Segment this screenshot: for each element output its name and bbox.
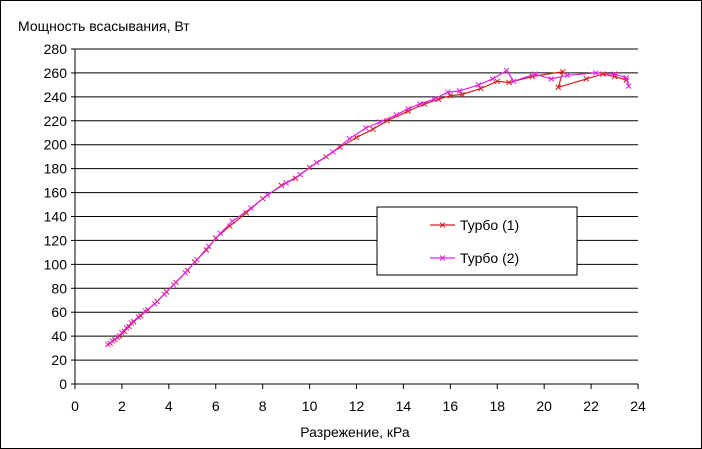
ytick-label-200: 200 (44, 137, 68, 153)
axes (71, 48, 639, 389)
series-2-point-29 (445, 89, 451, 95)
gridlines (75, 48, 638, 361)
series-2-point-22 (346, 135, 353, 142)
series-2-point-12 (194, 256, 200, 263)
series-1-point-35 (560, 68, 566, 75)
series-2-point-11 (182, 269, 189, 276)
legend-marker-2 (439, 255, 446, 261)
ytick-label-140: 140 (44, 209, 68, 225)
ytick-label-240: 240 (44, 89, 68, 105)
legend: Турбо (1) Турбо (2) (376, 206, 578, 276)
series-2-point-33 (503, 67, 510, 74)
series-2-point-8 (151, 300, 158, 307)
ytick-label-100: 100 (44, 256, 68, 272)
legend-marker-1 (439, 222, 446, 228)
xtick-label-6: 6 (212, 398, 220, 414)
series-2-point-17 (264, 192, 271, 198)
series-2-point-28 (431, 96, 437, 103)
series-2-point-26 (405, 105, 411, 112)
series-2-point-10 (170, 281, 177, 288)
series-2-point-16 (248, 205, 254, 211)
series-2-point-37 (564, 72, 571, 79)
series-2-point-34 (510, 78, 517, 85)
series-2-point-31 (475, 82, 482, 88)
series-1-point-32 (494, 78, 501, 85)
series-2-point-3 (119, 329, 125, 336)
series-2-point-21 (330, 149, 336, 155)
xtick-label-20: 20 (536, 398, 552, 414)
x-axis-title: Разрежение, кРа (300, 424, 410, 440)
series-2-point-1 (109, 338, 116, 344)
series-1-point-31 (477, 85, 484, 92)
series-1-point-33 (506, 79, 512, 86)
series-2-point-4 (123, 324, 130, 331)
ytick-label-60: 60 (51, 304, 67, 320)
ytick-label-120: 120 (44, 232, 68, 248)
x-tick-labels: 0 2 4 6 8 10 12 14 16 18 20 22 24 (71, 398, 646, 414)
series-1-point-36 (555, 84, 562, 91)
xtick-label-10: 10 (302, 398, 318, 414)
ytick-label-280: 280 (44, 41, 68, 57)
series-2-point-25 (393, 111, 400, 118)
series-1-point-38 (599, 71, 606, 77)
series-2-point-20 (313, 159, 320, 166)
ytick-label-0: 0 (59, 376, 67, 392)
xtick-label-8: 8 (259, 398, 267, 414)
series-1-point-15 (226, 223, 233, 229)
series-2 (104, 67, 632, 348)
series-2-point-40 (623, 74, 630, 81)
xtick-label-18: 18 (489, 398, 505, 414)
xtick-label-2: 2 (118, 398, 126, 414)
legend-label-1: Турбо (1) (460, 217, 519, 233)
series-2-point-23 (363, 125, 369, 131)
series-2-point-14 (217, 230, 224, 237)
ytick-label-40: 40 (51, 328, 67, 344)
series-2-point-9 (161, 291, 167, 298)
series-1-point-16 (243, 210, 250, 216)
xtick-label-22: 22 (583, 398, 599, 414)
legend-box (376, 206, 578, 276)
series-2-point-35 (531, 71, 538, 77)
y-tick-labels: 0 20 40 60 80 100 120 140 160 180 200 220 240 260 280 (44, 41, 68, 392)
series-2-point-36 (548, 76, 555, 82)
series-2-point-6 (135, 314, 142, 320)
ytick-label-220: 220 (44, 113, 68, 129)
series-2-point-30 (456, 88, 463, 94)
series-2-point-7 (142, 308, 149, 314)
series-2-point-24 (377, 119, 383, 125)
y-axis-title: Мощность всасывания, Вт (18, 18, 190, 34)
series-2-point-5 (128, 320, 135, 326)
legend-label-2: Турбо (2) (460, 250, 519, 266)
series-2-point-15 (229, 218, 236, 225)
series-2-point-13 (205, 243, 212, 250)
xtick-label-12: 12 (349, 398, 365, 414)
series-2-point-18 (283, 180, 289, 186)
ytick-label-20: 20 (51, 352, 67, 368)
xtick-label-24: 24 (630, 398, 646, 414)
series-2-point-0 (104, 341, 111, 348)
series-1-point-37 (583, 76, 590, 82)
series-1-point-29 (447, 92, 454, 99)
xtick-label-4: 4 (165, 398, 173, 414)
series-2-point-2 (114, 334, 121, 341)
ytick-label-260: 260 (44, 65, 68, 81)
series-2-point-41 (625, 83, 632, 89)
series-1-point-24 (370, 126, 376, 133)
series (104, 67, 632, 348)
xtick-label-16: 16 (443, 398, 459, 414)
ytick-label-80: 80 (51, 280, 67, 296)
xtick-label-0: 0 (71, 398, 79, 414)
series-2-point-32 (489, 76, 496, 82)
series-1-point-30 (459, 91, 465, 98)
xtick-label-14: 14 (396, 398, 412, 414)
ytick-label-180: 180 (44, 161, 68, 177)
ytick-label-160: 160 (44, 185, 68, 201)
series-2-point-19 (297, 171, 304, 178)
series-2-point-38 (592, 70, 599, 76)
series-2-point-27 (416, 101, 423, 107)
series-2-point-39 (611, 71, 618, 77)
